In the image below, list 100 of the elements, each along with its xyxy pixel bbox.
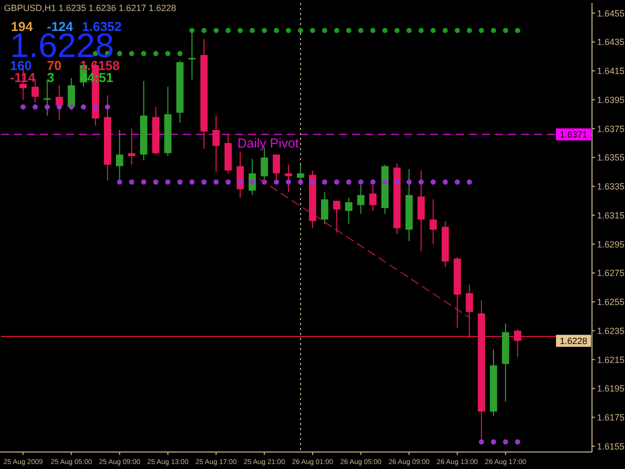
point bbox=[478, 28, 484, 34]
point bbox=[262, 28, 267, 34]
point bbox=[250, 28, 255, 34]
point bbox=[454, 179, 460, 185]
point bbox=[32, 104, 38, 110]
candlestick bbox=[236, 151, 244, 198]
point bbox=[298, 179, 304, 185]
point bbox=[177, 50, 183, 56]
y-tick-label: 1.6335 bbox=[597, 182, 625, 192]
y-tick-label: 1.6435 bbox=[597, 37, 625, 48]
point bbox=[442, 179, 448, 185]
point bbox=[394, 28, 400, 34]
candlestick bbox=[345, 197, 352, 224]
y-tick-label: 1.6155 bbox=[597, 441, 625, 452]
point bbox=[322, 179, 328, 185]
point bbox=[117, 179, 122, 185]
point bbox=[502, 439, 508, 444]
point bbox=[370, 28, 376, 34]
point bbox=[334, 179, 340, 185]
chart-title: GBPUSD,H1 1.6235 1.6236 1.6217 1.6228 bbox=[4, 3, 176, 13]
point bbox=[334, 28, 340, 34]
point bbox=[165, 50, 170, 56]
point bbox=[238, 28, 243, 34]
point bbox=[346, 179, 352, 185]
point bbox=[226, 28, 231, 34]
point bbox=[298, 28, 304, 34]
point bbox=[20, 104, 26, 110]
point bbox=[370, 179, 376, 185]
point bbox=[418, 179, 424, 185]
point bbox=[201, 28, 207, 34]
point bbox=[226, 179, 231, 185]
candlestick bbox=[418, 170, 425, 252]
y-tick-label: 1.6395 bbox=[597, 94, 625, 105]
candlestick bbox=[128, 128, 136, 166]
y-tick-label: 1.6195 bbox=[597, 384, 625, 394]
y-tick-label: 1.6415 bbox=[597, 66, 625, 76]
y-tick-label: 1.6375 bbox=[597, 124, 625, 134]
point bbox=[286, 179, 292, 185]
point bbox=[189, 28, 195, 34]
candlestick bbox=[466, 284, 473, 338]
point bbox=[358, 179, 364, 185]
point bbox=[213, 179, 219, 185]
point bbox=[406, 179, 412, 185]
point bbox=[177, 179, 183, 185]
annotation: 1.6228 bbox=[560, 336, 588, 346]
point bbox=[466, 28, 472, 34]
annotation: 1.6371 bbox=[560, 130, 588, 140]
point bbox=[80, 104, 86, 110]
point bbox=[274, 179, 279, 185]
point bbox=[394, 179, 400, 185]
point bbox=[358, 28, 364, 34]
candlestick bbox=[333, 200, 340, 234]
y-tick-label: 1.6255 bbox=[597, 297, 625, 307]
y-tick-label: 1.6235 bbox=[597, 326, 625, 336]
point bbox=[286, 28, 292, 34]
point bbox=[201, 179, 207, 185]
y-tick-label: 1.6455 bbox=[597, 8, 625, 18]
point bbox=[418, 28, 424, 34]
point bbox=[129, 179, 134, 185]
point bbox=[346, 28, 352, 34]
point bbox=[141, 50, 146, 56]
point bbox=[430, 179, 436, 185]
point bbox=[44, 104, 50, 110]
point bbox=[454, 28, 460, 34]
point bbox=[310, 179, 316, 185]
point bbox=[68, 104, 74, 110]
point bbox=[189, 179, 195, 185]
point bbox=[490, 439, 496, 444]
point bbox=[442, 28, 448, 34]
candlestick bbox=[212, 115, 220, 172]
annotation: 70 bbox=[47, 58, 62, 73]
point bbox=[322, 28, 328, 34]
candlestick bbox=[68, 78, 75, 110]
annotation: 3 bbox=[47, 70, 54, 85]
point bbox=[56, 104, 62, 110]
point bbox=[382, 179, 388, 185]
point bbox=[117, 50, 122, 56]
y-tick-label: 1.6315 bbox=[597, 210, 625, 220]
annotation: 160 bbox=[10, 58, 32, 73]
point bbox=[515, 439, 520, 444]
y-tick-label: 1.6295 bbox=[597, 239, 625, 250]
y-tick-label: 1.6355 bbox=[597, 152, 625, 163]
point bbox=[310, 28, 316, 34]
point bbox=[153, 50, 158, 56]
point bbox=[478, 439, 484, 444]
point bbox=[129, 50, 134, 56]
point bbox=[430, 28, 436, 34]
candlestick bbox=[321, 192, 328, 224]
candlestick bbox=[56, 84, 63, 120]
annotation: -124 bbox=[47, 19, 74, 34]
candlestick bbox=[514, 328, 522, 358]
point bbox=[274, 28, 279, 34]
point bbox=[213, 28, 219, 34]
point bbox=[406, 28, 412, 34]
candlestick bbox=[430, 198, 437, 245]
point bbox=[502, 28, 508, 34]
point bbox=[104, 104, 110, 110]
y-tick-label: 1.6215 bbox=[597, 354, 625, 365]
point bbox=[153, 179, 158, 185]
point bbox=[490, 28, 496, 34]
